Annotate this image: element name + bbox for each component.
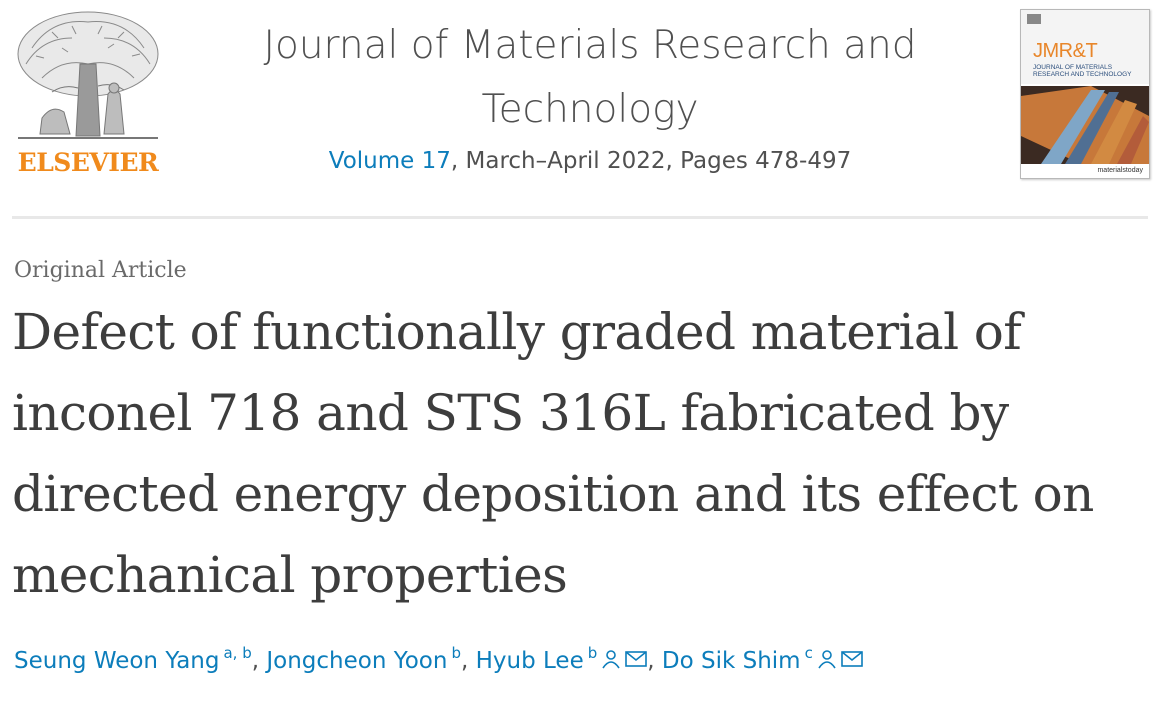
author-separator: , — [460, 648, 476, 674]
cover-journal-name: JOURNAL OF MATERIALS RESEARCH AND TECHNO… — [1033, 64, 1132, 78]
envelope-icon[interactable] — [841, 650, 863, 668]
journal-title[interactable]: Journal of Materials Research and Techno… — [263, 23, 917, 132]
author-affiliation[interactable]: c — [804, 644, 813, 662]
envelope-icon[interactable] — [625, 650, 648, 668]
author-affiliation[interactable]: b — [451, 644, 461, 662]
elsevier-logo[interactable]: ELSEVIER — [12, 8, 164, 180]
journal-issue: Volume 17, March–April 2022, Pages 478-4… — [240, 148, 940, 174]
journal-cover-image[interactable]: JMR&T JOURNAL OF MATERIALS RESEARCH AND … — [1020, 9, 1150, 179]
issue-details: , March–April 2022, Pages 478-497 — [450, 148, 852, 174]
author-affiliation[interactable]: a, b — [223, 644, 252, 662]
article-type: Original Article — [14, 258, 187, 283]
author-link[interactable]: Jongcheon Yoon — [266, 648, 448, 674]
cover-publisher-icon — [1027, 14, 1041, 24]
cover-brand: materialstoday — [1097, 167, 1143, 174]
author-affiliation[interactable]: b — [587, 644, 598, 662]
journal-info: Journal of Materials Research and Techno… — [240, 14, 940, 174]
cover-abbr: JMR&T — [1033, 40, 1098, 62]
publisher-wordmark: ELSEVIER — [17, 148, 159, 177]
cover-header: JMR&T JOURNAL OF MATERIALS RESEARCH AND … — [1021, 10, 1149, 84]
author-link[interactable]: Hyub Lee — [475, 648, 584, 674]
author-list: Seung Weon Yang a, b, Jongcheon Yoon b, Hy… — [14, 644, 1154, 674]
volume-link[interactable]: Volume 17 — [328, 148, 451, 174]
cover-artwork-icon — [1021, 86, 1149, 164]
author-link[interactable]: Do Sik Shim — [661, 648, 801, 674]
author-separator: , — [251, 648, 267, 674]
author-separator: , — [647, 648, 662, 674]
header-divider — [12, 216, 1148, 219]
elsevier-tree-icon — [17, 11, 159, 139]
journal-header: ELSEVIER Journal of Materials Research a… — [0, 0, 1174, 190]
article-title: Defect of functionally graded material o… — [12, 303, 1094, 604]
person-icon[interactable] — [601, 649, 621, 669]
author-link[interactable]: Seung Weon Yang — [14, 648, 220, 674]
person-icon[interactable] — [817, 649, 837, 669]
